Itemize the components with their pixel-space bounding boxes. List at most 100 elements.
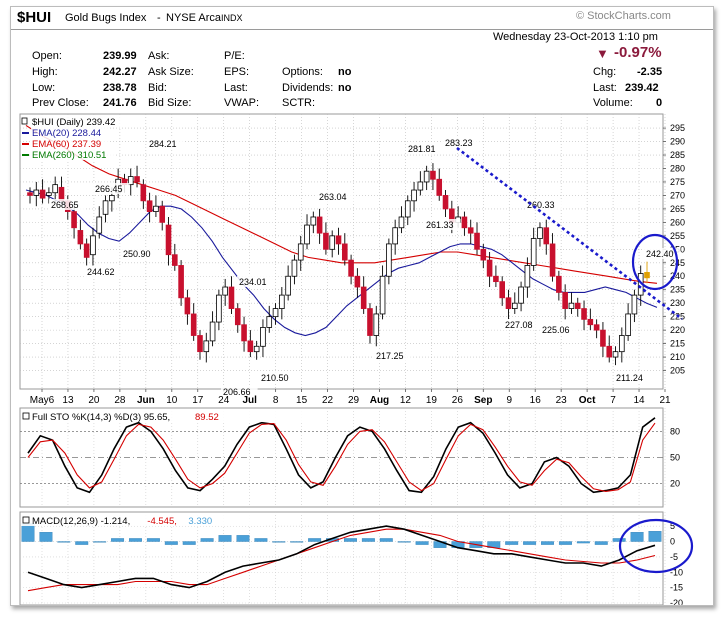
price-candle xyxy=(600,329,606,347)
price-legend-swatch xyxy=(21,117,28,125)
last-price-label: Last: xyxy=(593,82,617,94)
price-annotation: 225.06 xyxy=(542,325,570,335)
eps-label: EPS: xyxy=(224,66,250,78)
macd-histogram-bar xyxy=(594,541,608,545)
price-xtick-label: 8 xyxy=(273,395,279,406)
price-ytick-label: 280 xyxy=(670,163,685,173)
price-ytick-label: 285 xyxy=(670,150,685,160)
price-annotation: 227.08 xyxy=(505,320,533,330)
stockcharts-watermark[interactable]: © StockCharts.com xyxy=(576,10,671,22)
price-candle xyxy=(178,265,184,299)
macd-ytick-label: -20 xyxy=(670,598,683,605)
vwap-label: VWAP: xyxy=(224,97,260,109)
macd-histogram-bar xyxy=(111,538,125,542)
price-candle xyxy=(234,308,241,326)
macd-histogram-bar xyxy=(523,541,537,545)
price-annotation: 266.45 xyxy=(95,184,123,194)
options-label: Options: xyxy=(282,66,323,78)
price-ytick-label: 210 xyxy=(670,352,685,362)
price-candle xyxy=(46,192,52,196)
price-candle xyxy=(39,189,46,199)
price-annotation-bg xyxy=(147,138,184,149)
price-candle xyxy=(304,224,310,245)
price-candle xyxy=(398,216,405,229)
price-legend-bg xyxy=(31,116,136,127)
bid-size-label: Bid Size: xyxy=(148,97,192,109)
macd-ytick-label: -15 xyxy=(670,583,683,593)
price-annotation-bg xyxy=(317,191,354,202)
price-candle xyxy=(102,200,109,215)
macd-histogram-bar xyxy=(343,538,357,542)
macd-histogram-bar xyxy=(308,538,322,542)
macd-histogram-bar xyxy=(164,541,178,545)
low-value: 238.78 xyxy=(103,82,137,94)
price-candle xyxy=(203,340,210,353)
price-candle xyxy=(360,286,367,309)
price-candle xyxy=(530,238,537,266)
price-annotation: 260.33 xyxy=(527,200,555,210)
price-annotation-bg xyxy=(540,324,577,335)
macd-histogram-bar xyxy=(75,541,89,545)
sto-legend-swatch xyxy=(22,412,30,420)
open-label: Open: xyxy=(32,50,62,62)
macd-panel: 5 0 -5 -10 -15 -20 MACD(12,26,9) -1.214, -4.545… xyxy=(19,511,683,605)
macd-histogram-bar xyxy=(57,541,71,543)
macd-legend-entry: -4.545, xyxy=(147,516,177,527)
exchange-name: NYSE Arca xyxy=(166,12,222,24)
macd-histogram-bar xyxy=(39,532,53,542)
price-candle xyxy=(631,294,638,315)
price-candle xyxy=(172,254,178,266)
price-candle xyxy=(52,184,58,194)
price-candle xyxy=(266,316,273,328)
price-ytick-label: 260 xyxy=(670,217,685,227)
price-annotation-bg xyxy=(614,372,651,383)
macd-histogram-bar xyxy=(558,541,572,545)
macd-histogram-bar xyxy=(648,531,662,542)
price-annotation-bg xyxy=(237,276,274,287)
sto-ytick-label: 50 xyxy=(670,453,680,463)
price-xtick-label: 13 xyxy=(62,395,74,406)
price-candle xyxy=(392,227,398,245)
price-annotation: 234.01 xyxy=(239,277,267,287)
macd-histogram-bar xyxy=(415,541,429,545)
price-candle xyxy=(644,272,650,279)
sto-ytick-label: 80 xyxy=(670,426,680,436)
macd-histogram-bar xyxy=(612,538,626,542)
price-xtick-label: 20 xyxy=(88,395,100,406)
macd-ytick-label: -5 xyxy=(670,552,678,562)
price-xtick-label: 15 xyxy=(296,395,308,406)
price-annotation: 250.90 xyxy=(123,249,151,259)
price-candle xyxy=(436,178,443,196)
price-xtick-label: 9 xyxy=(506,395,512,406)
overlay-annotations xyxy=(456,146,694,574)
price-ytick-label: 230 xyxy=(670,298,685,308)
price-ytick-label: 235 xyxy=(670,285,685,295)
change-percent: -0.97% xyxy=(614,44,662,61)
symbol-title: $HUI xyxy=(17,9,52,26)
price-candle xyxy=(228,286,235,309)
macd-ytick-label: 0 xyxy=(670,537,675,547)
price-annotation-bg xyxy=(259,372,296,383)
macd-signal-line xyxy=(27,528,656,592)
pe-label: P/E: xyxy=(224,50,245,62)
price-candle xyxy=(511,302,518,309)
price-legend-entry: EMA(260) 310.51 xyxy=(32,150,106,161)
price-annotation: 242.40 xyxy=(646,249,674,259)
price-candle xyxy=(71,211,77,229)
macd-histogram-bar xyxy=(236,535,250,542)
price-annotation: 211.24 xyxy=(616,373,643,383)
price-candle xyxy=(272,308,279,318)
price-legend-bg xyxy=(31,138,109,149)
price-xtick-label: 16 xyxy=(530,395,542,406)
sto-d-line xyxy=(27,422,656,492)
price-xtick-label: Aug xyxy=(370,395,389,406)
price-candle xyxy=(323,232,329,250)
price-xtick-label: 7 xyxy=(610,395,616,406)
price-candle xyxy=(404,200,411,218)
price-candle xyxy=(562,292,568,309)
macd-histogram-bar xyxy=(254,538,268,542)
price-annotation-bg xyxy=(525,199,562,210)
last-price-value: 239.42 xyxy=(625,82,659,94)
price-annotation: 281.81 xyxy=(408,144,436,154)
volume-label: Volume: xyxy=(593,97,633,109)
